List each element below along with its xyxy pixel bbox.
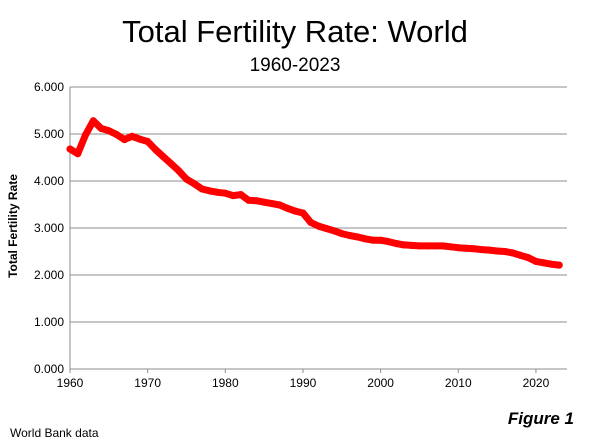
series-layer — [66, 117, 563, 269]
data-point — [431, 242, 439, 250]
data-point — [113, 131, 121, 138]
data-point — [423, 242, 431, 250]
y-tick-label: 3.000 — [34, 221, 64, 235]
data-point — [136, 135, 144, 143]
data-point — [82, 131, 89, 139]
x-tick-label: 2020 — [523, 376, 550, 390]
data-point — [338, 230, 346, 238]
data-point — [89, 117, 97, 125]
data-point — [400, 241, 408, 249]
data-point — [369, 236, 377, 244]
data-point — [276, 201, 284, 209]
x-tick-label: 1990 — [290, 376, 317, 390]
data-point — [501, 248, 509, 255]
figure-label: Figure 1 — [507, 409, 574, 428]
data-point — [384, 238, 392, 246]
data-point — [229, 192, 237, 200]
data-point — [237, 191, 245, 199]
data-point — [206, 187, 214, 195]
data-point — [555, 261, 563, 269]
data-point — [97, 124, 105, 132]
data-point — [299, 209, 307, 217]
x-tick-label: 2000 — [367, 376, 394, 390]
data-point — [524, 254, 532, 262]
data-point — [120, 136, 128, 144]
data-point — [221, 189, 229, 197]
data-point — [509, 249, 517, 257]
data-point — [353, 233, 361, 241]
gridlines — [70, 86, 567, 323]
data-point — [214, 188, 221, 196]
axes — [69, 87, 567, 373]
series-points-0 — [66, 117, 563, 269]
x-tick-label: 1970 — [134, 376, 161, 390]
data-point — [330, 227, 338, 235]
data-point — [291, 207, 299, 215]
data-point — [392, 240, 400, 247]
data-point — [159, 153, 167, 161]
tick-labels: 0.000 1.000 2.000 3.000 4.000 5.000 6.000 1960 1… — [34, 80, 550, 390]
source-note: World Bank data — [10, 426, 99, 440]
data-point — [377, 236, 385, 244]
data-point — [307, 218, 315, 226]
y-tick-label: 1.000 — [34, 315, 64, 329]
data-point — [361, 235, 369, 243]
data-point — [346, 232, 354, 239]
data-point — [268, 200, 276, 208]
x-tick-label: 2010 — [445, 376, 472, 390]
data-point — [532, 257, 540, 265]
data-point — [144, 138, 152, 145]
data-point — [190, 180, 198, 188]
data-point — [151, 146, 159, 153]
data-point — [260, 198, 268, 206]
data-point — [167, 160, 175, 168]
y-tick-label: 4.000 — [34, 174, 64, 188]
data-point — [548, 260, 555, 268]
y-tick-label: 0.000 — [34, 362, 64, 376]
data-point — [462, 244, 470, 252]
series-line-0 — [66, 117, 563, 269]
data-point — [470, 245, 478, 253]
data-point — [454, 244, 462, 252]
data-point — [322, 225, 330, 232]
x-tick-label: 1960 — [57, 376, 84, 390]
data-point — [478, 246, 486, 254]
data-point — [198, 185, 206, 193]
data-point — [485, 246, 493, 254]
y-tick-label: 2.000 — [34, 268, 64, 282]
data-point — [516, 251, 524, 259]
data-point — [105, 127, 113, 135]
data-point — [175, 167, 183, 175]
data-point — [439, 242, 447, 250]
data-point — [283, 204, 291, 212]
data-point — [245, 196, 253, 204]
chart-subtitle: 1960-2023 — [249, 55, 341, 76]
data-point — [252, 197, 260, 205]
chart-title: Total Fertility Rate: World — [122, 14, 468, 49]
data-point — [540, 259, 548, 267]
data-point — [416, 242, 423, 250]
data-point — [74, 150, 82, 158]
data-point — [128, 132, 136, 140]
data-point — [183, 175, 190, 183]
data-point — [408, 241, 416, 249]
data-point — [315, 222, 322, 230]
y-tick-label: 6.000 — [34, 80, 64, 94]
data-point — [493, 247, 501, 255]
data-point — [447, 243, 454, 251]
x-tick-label: 1980 — [212, 376, 239, 390]
y-tick-label: 5.000 — [34, 127, 64, 141]
data-point — [66, 145, 74, 153]
